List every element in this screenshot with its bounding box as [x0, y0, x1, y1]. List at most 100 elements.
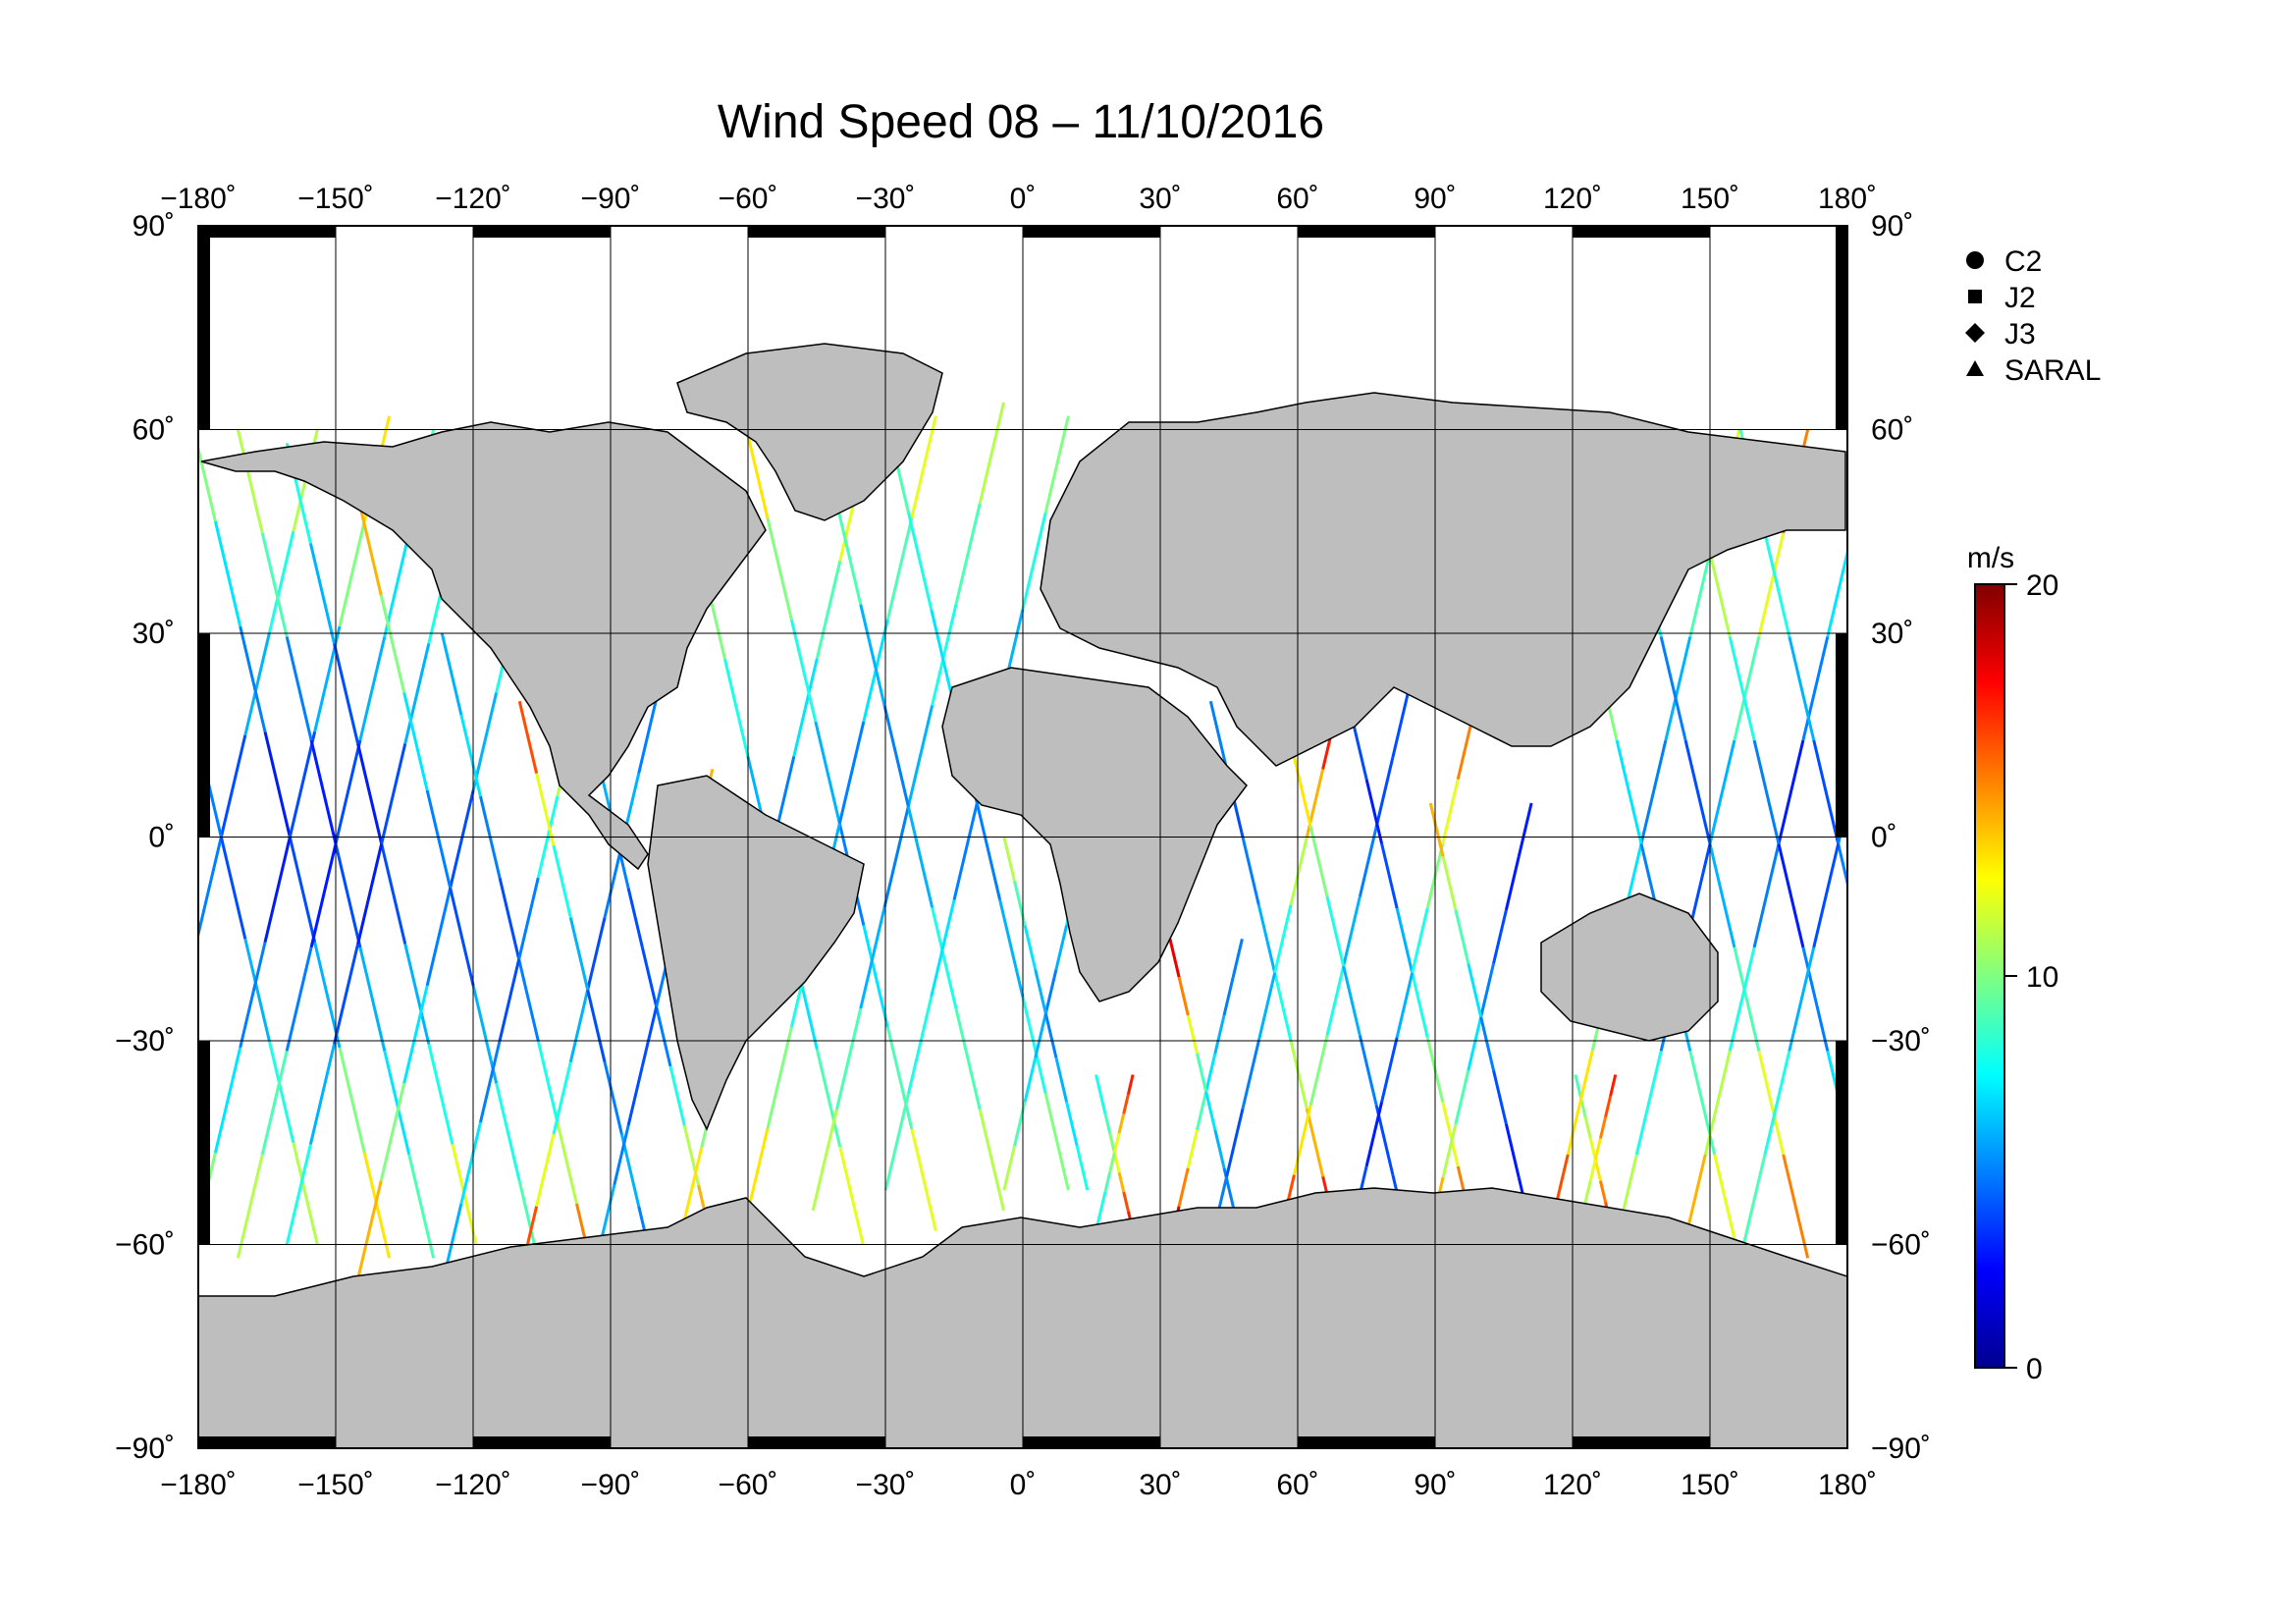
- lon-label-bottom: −30˚: [856, 1469, 916, 1501]
- track-segment: [931, 604, 958, 706]
- track-segment: [1364, 779, 1384, 844]
- track-segment: [1043, 969, 1058, 1014]
- track-segment: [1002, 837, 1016, 882]
- land-eurasia: [1040, 392, 1846, 767]
- frame-bar-bottom: [198, 1436, 336, 1448]
- track-segment: [1213, 1129, 1226, 1169]
- track-segment: [1708, 843, 1736, 948]
- lon-label-top: −180˚: [160, 183, 237, 215]
- track-segment: [292, 1142, 319, 1245]
- track-segment: [586, 917, 607, 991]
- track-segment: [425, 789, 453, 889]
- track-segment: [1325, 895, 1346, 967]
- track-segment: [1204, 1091, 1217, 1131]
- lat-label-left: 30˚: [133, 618, 175, 650]
- track-segment: [459, 714, 482, 797]
- track-segment: [907, 996, 934, 1094]
- track-segment: [1517, 802, 1533, 857]
- track-segment: [1733, 636, 1761, 741]
- track-segment: [1222, 976, 1235, 1016]
- track-segment: [1117, 1113, 1126, 1134]
- track-segment: [1108, 1152, 1116, 1173]
- track-segment: [1703, 1051, 1732, 1156]
- track-segment: [1122, 1191, 1130, 1213]
- land-africa: [941, 667, 1248, 1002]
- track-segment: [1763, 1051, 1791, 1156]
- track-segment: [1395, 907, 1415, 974]
- track-segment: [789, 619, 818, 723]
- track-segment: [1504, 1123, 1521, 1178]
- lat-label-right: 90˚: [1871, 210, 1913, 243]
- track-segment: [613, 1125, 630, 1186]
- track-segment: [1467, 962, 1483, 1018]
- track-segment: [403, 944, 431, 1045]
- track-segment: [815, 561, 842, 660]
- track-segment: [1391, 686, 1412, 758]
- lat-label-left: −90˚: [115, 1433, 175, 1465]
- lat-label-left: 0˚: [148, 822, 175, 854]
- track-segment: [459, 1121, 482, 1205]
- track-segment: [1043, 415, 1070, 514]
- track-segment: [859, 906, 886, 1009]
- track-segment: [838, 1146, 865, 1245]
- frame-bar-right: [1836, 226, 1847, 430]
- track-segment: [975, 802, 1002, 900]
- frame-bar-top: [198, 226, 336, 238]
- lon-label-top: −60˚: [719, 183, 778, 215]
- track-segment: [1411, 972, 1429, 1038]
- track-segment: [495, 1082, 521, 1182]
- track-segment: [552, 1061, 572, 1135]
- track-segment: [1095, 1074, 1102, 1095]
- track-segment: [1492, 1069, 1508, 1125]
- legend-marker-diamond: [1965, 323, 1985, 343]
- lon-label-top: 90˚: [1414, 183, 1456, 215]
- track-segment: [1728, 636, 1756, 741]
- lat-label-left: −30˚: [115, 1025, 175, 1057]
- track-segment: [906, 806, 934, 908]
- track-segment: [1887, 1051, 1911, 1154]
- track-segment: [517, 958, 540, 1042]
- track-segment: [440, 632, 463, 716]
- track-segment: [309, 843, 338, 948]
- lat-label-left: 90˚: [133, 210, 175, 243]
- track-segment: [1812, 843, 1841, 948]
- lon-label-top: 60˚: [1276, 183, 1318, 215]
- track-segment: [1023, 1056, 1038, 1103]
- land-north-america: [200, 421, 767, 871]
- colorbar-unit: m/s: [1967, 542, 2014, 574]
- legend-label: C2: [2004, 245, 2042, 278]
- track-segment: [1222, 1167, 1235, 1207]
- track-segment: [1788, 947, 1816, 1052]
- track-segment: [862, 925, 889, 1028]
- track-segment: [535, 1133, 556, 1207]
- track-segment: [1186, 1129, 1199, 1169]
- lon-label-bottom: 90˚: [1414, 1469, 1456, 1501]
- track-segment: [198, 939, 199, 941]
- track-segment: [1021, 512, 1047, 611]
- legend-label: J2: [2004, 282, 2036, 314]
- track-segment: [931, 906, 958, 1009]
- lon-label-bottom: −150˚: [297, 1469, 374, 1501]
- track-segment: [380, 843, 407, 945]
- track-segment: [1593, 1138, 1602, 1161]
- track-segment: [766, 517, 793, 621]
- track-segment: [358, 947, 387, 1052]
- track-segment: [1289, 1040, 1308, 1109]
- frame-bar-bottom: [1023, 1436, 1160, 1448]
- track-segment: [1177, 976, 1190, 1016]
- track-segment: [1757, 532, 1786, 637]
- track-segment: [1863, 636, 1888, 739]
- track-segment: [1364, 1101, 1384, 1167]
- track-segment: [1021, 996, 1047, 1094]
- track-segment: [910, 415, 937, 518]
- lat-label-left: −60˚: [115, 1229, 175, 1262]
- track-segment: [1065, 1101, 1079, 1147]
- track-segment: [1103, 1171, 1112, 1193]
- track-segment: [356, 497, 383, 596]
- track-segment: [1292, 756, 1312, 828]
- track-segment: [1777, 739, 1805, 844]
- longitude-labels-top: −180˚ −150˚ −120˚ −90˚ −60˚ −30˚ 0˚ 30˚ 60˚ 90˚ 12…: [160, 183, 1877, 215]
- track-segment: [1054, 1056, 1069, 1103]
